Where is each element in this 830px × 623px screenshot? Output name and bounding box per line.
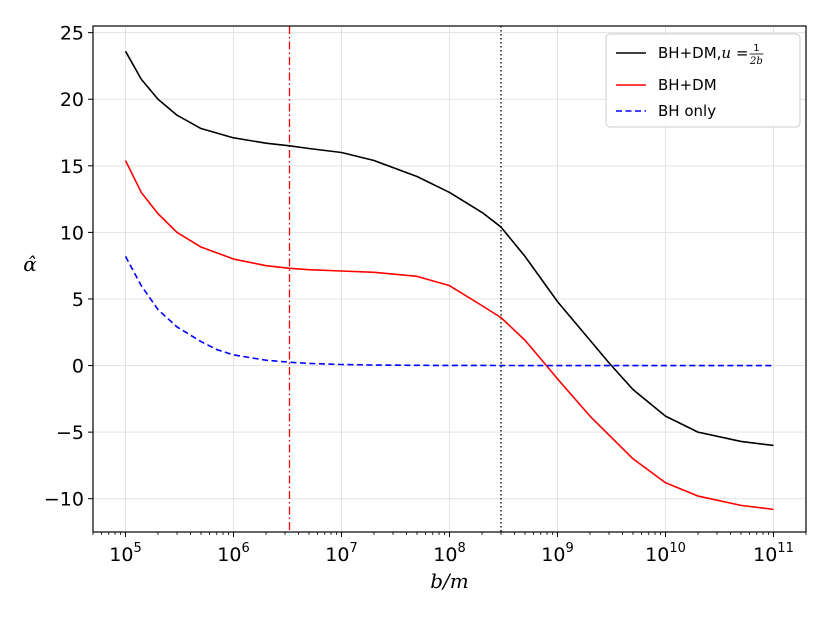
x-tick-label: 1010 [645,541,686,566]
y-tick-label: −5 [56,422,84,444]
y-tick-label: 25 [60,23,84,45]
x-axis-label: b/m [430,569,469,593]
x-tick-label: 109 [541,541,573,566]
y-tick-label: 0 [72,356,84,378]
x-axis-ticks: 105 106 107 108 109 1010 1011 [92,532,807,566]
y-tick-label: 20 [60,89,84,111]
reference-lines [288,26,502,532]
series-line-1 [124,50,774,447]
legend-box [605,33,801,128]
x-tick-label: 107 [325,541,357,566]
legend-label-2: BH+DM [658,76,717,94]
series-line-2 [124,160,774,511]
y-tick-label: 15 [60,156,84,178]
y-axis-label: α̂ [23,252,37,276]
y-tick-label: 10 [60,222,84,244]
legend: BH+DM,u = 1 2b BH+DM BH only [605,33,801,128]
y-tick-label: 5 [72,289,84,311]
y-tick-label: −10 [44,489,84,511]
legend-fraction-numerator: 1 [753,43,759,54]
series-lines [124,50,774,511]
series-line-3 [124,255,774,367]
y-axis-ticks: −10 −5 0 5 10 15 20 25 [44,23,93,511]
x-tick-label: 106 [217,541,249,566]
legend-label-3: BH only [658,102,716,120]
legend-label-1: BH+DM,u = [658,44,748,62]
x-tick-label: 105 [109,541,141,566]
x-tick-label: 1011 [753,541,794,566]
x-tick-label: 108 [433,541,465,566]
legend-fraction-denominator: 2b [749,56,763,67]
